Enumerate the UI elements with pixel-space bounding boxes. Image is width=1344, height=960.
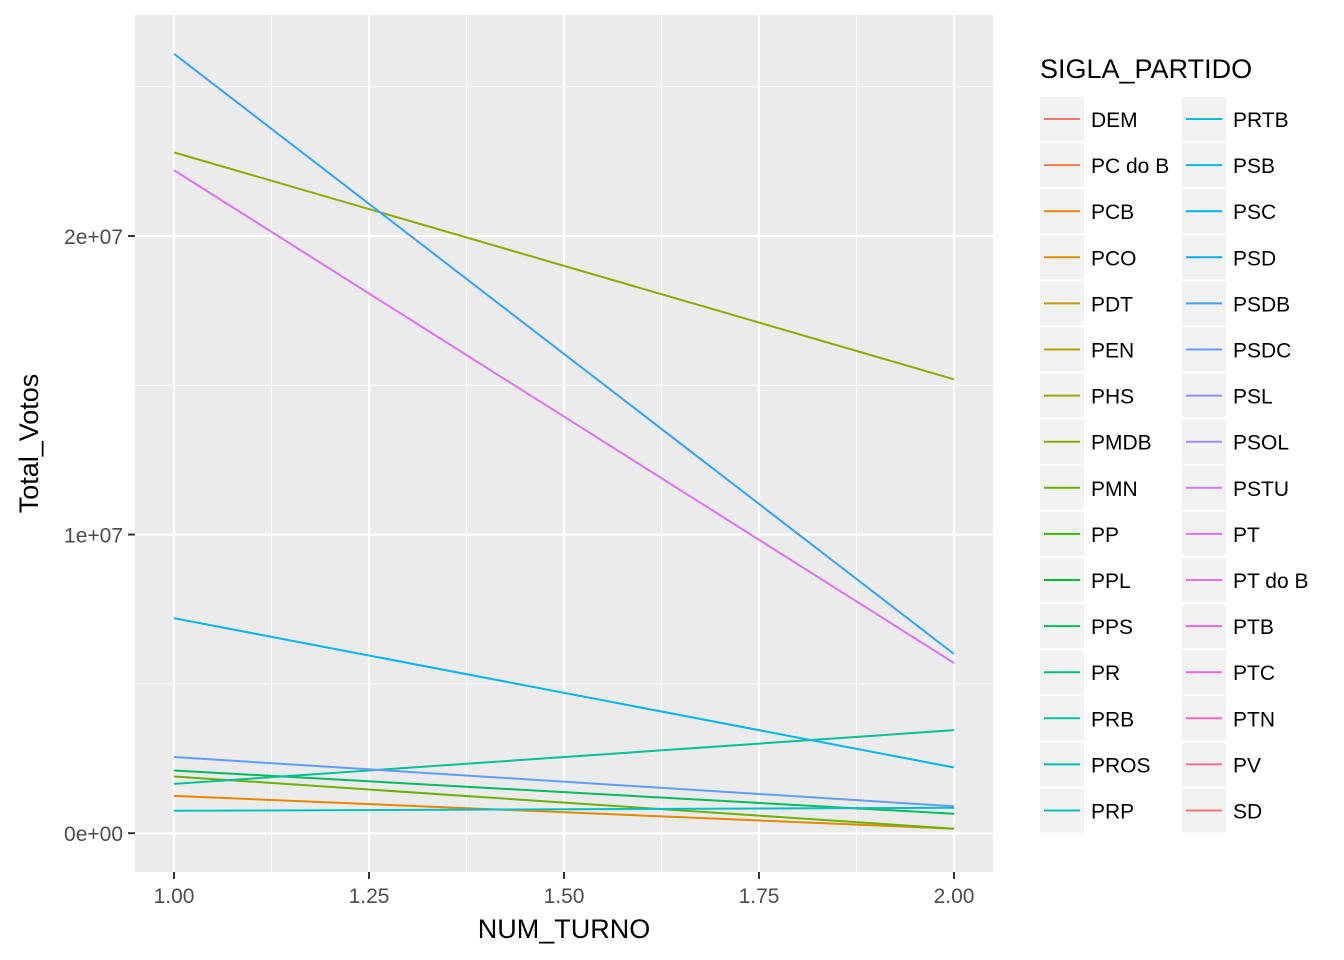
legend-label-prb: PRB — [1091, 708, 1134, 731]
legend-label-pt-do-b: PT do B — [1233, 570, 1309, 593]
legend-label-psdc: PSDC — [1233, 340, 1291, 363]
x-tick-label: 1.50 — [544, 885, 585, 908]
legend-label-prp: PRP — [1091, 801, 1134, 824]
x-tick-label: 1.75 — [739, 885, 780, 908]
y-tick-label: 1e+07 — [64, 525, 123, 548]
series-line-pcb — [173, 794, 955, 830]
legend-label-psb: PSB — [1233, 155, 1275, 178]
y-tick-label: 0e+00 — [64, 823, 123, 846]
legend-label-pr: PR — [1091, 662, 1120, 685]
x-axis: 1.00 1.25 1.50 1.75 2.00 — [154, 872, 975, 908]
legend-label-ptb: PTB — [1233, 616, 1274, 639]
legend-title: SIGLA_PARTIDO — [1040, 54, 1252, 84]
legend-label-phs: PHS — [1091, 386, 1134, 409]
legend-label-sd: SD — [1233, 801, 1262, 824]
legend-label-ppl: PPL — [1091, 570, 1131, 593]
legend-label-psd: PSD — [1233, 247, 1276, 270]
y-axis-title: Total_Votos — [14, 374, 44, 514]
y-axis: 0e+00 1e+07 2e+07 — [64, 226, 135, 846]
series-line-pt — [173, 169, 955, 664]
legend-label-pen: PEN — [1091, 340, 1134, 363]
legend-label-pc-do-b: PC do B — [1091, 155, 1169, 178]
legend-label-pdt: PDT — [1091, 293, 1133, 316]
legend-label-psl: PSL — [1233, 386, 1273, 409]
series-line-pmn — [173, 775, 955, 830]
x-axis-title: NUM_TURNO — [478, 914, 651, 944]
series-line-psdb — [173, 53, 955, 655]
legend-label-psdb: PSDB — [1233, 293, 1290, 316]
series-line-psdc — [173, 756, 955, 808]
legend-label-pt: PT — [1233, 524, 1260, 547]
legend-label-psc: PSC — [1233, 201, 1276, 224]
legend: SIGLA_PARTIDO DEM PC do B PCB PCO PDT PEN PHS P… — [1040, 54, 1309, 833]
legend-label-dem: DEM — [1091, 109, 1138, 132]
y-tick-label: 2e+07 — [64, 226, 123, 249]
x-tick-label: 1.25 — [349, 885, 390, 908]
series-line-psb — [173, 617, 955, 769]
legend-label-pros: PROS — [1091, 754, 1151, 777]
legend-label-pps: PPS — [1091, 616, 1133, 639]
legend-label-pmdb: PMDB — [1091, 432, 1152, 455]
legend-label-pco: PCO — [1091, 247, 1137, 270]
legend-label-psol: PSOL — [1233, 432, 1289, 455]
legend-label-ptc: PTC — [1233, 662, 1275, 685]
x-tick-label: 1.00 — [154, 885, 195, 908]
legend-label-pmn: PMN — [1091, 478, 1138, 501]
x-tick-label: 2.00 — [934, 885, 975, 908]
legend-label-pstu: PSTU — [1233, 478, 1289, 501]
series-line-pmdb — [173, 151, 955, 381]
series-line-prp — [173, 806, 955, 812]
legend-label-pv: PV — [1233, 754, 1261, 777]
series-lines — [173, 53, 955, 830]
series-line-pps — [173, 769, 955, 815]
legend-label-pcb: PCB — [1091, 201, 1134, 224]
legend-label-ptn: PTN — [1233, 708, 1275, 731]
legend-label-prtb: PRTB — [1233, 109, 1289, 132]
series-line-prb — [173, 729, 955, 785]
legend-label-pp: PP — [1091, 524, 1119, 547]
